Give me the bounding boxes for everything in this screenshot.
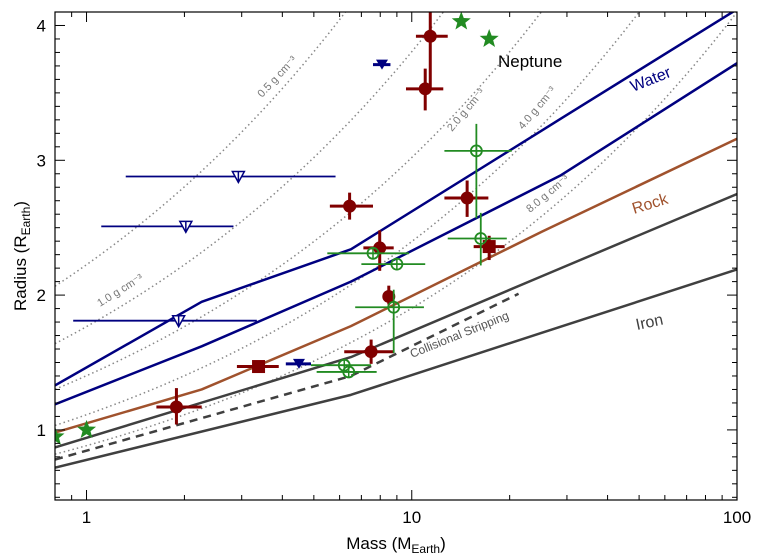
data-point-circle-open <box>361 257 426 271</box>
data-point-triangle-down-filled <box>285 358 311 369</box>
data-points <box>55 12 512 445</box>
y-tick-label: 4 <box>37 16 46 35</box>
marker-circle <box>382 289 396 303</box>
x-tick-label: 100 <box>723 508 751 527</box>
data-point-circle-open <box>447 212 507 266</box>
data-point-star <box>451 12 471 30</box>
marker-circle <box>169 400 183 414</box>
axes: 1 10 100 1 2 3 4 <box>37 12 751 527</box>
data-point-circle-open <box>310 358 372 372</box>
y-tick-label: 1 <box>37 421 46 440</box>
marker-circle <box>364 345 378 359</box>
neptune-label: Neptune <box>498 52 562 71</box>
marker-circle <box>373 241 387 255</box>
marker-square <box>482 240 496 254</box>
water-label: Water <box>628 64 674 96</box>
data-point-star <box>55 426 65 445</box>
data-point-star <box>479 28 499 48</box>
marker-circle <box>460 191 474 205</box>
marker-triangle <box>375 59 388 70</box>
x-axis-label: Mass (MEarth) <box>346 534 446 556</box>
data-point-circle <box>344 339 394 364</box>
curve-water-lower <box>55 62 737 406</box>
data-point-triangle-down-open <box>125 170 336 185</box>
marker-star <box>77 419 97 438</box>
curve-iron-upper <box>55 192 737 449</box>
density-label: 0.5 g cm⁻³ <box>255 54 299 100</box>
curve-water-upper <box>55 12 736 387</box>
data-point-circle-open <box>355 289 424 354</box>
marker-circle <box>423 29 437 43</box>
density-label: 2.0 g cm⁻³ <box>445 86 488 134</box>
density-label: 1.0 g cm⁻³ <box>95 272 145 310</box>
curve-rock <box>55 137 737 434</box>
marker-star <box>55 426 65 445</box>
data-point-circle <box>444 180 489 217</box>
collisional-stripping-label: Collisional Stripping <box>408 308 511 360</box>
rock-label: Rock <box>630 191 671 218</box>
x-tick-label: 10 <box>402 508 421 527</box>
iron-label: Iron <box>634 312 665 334</box>
data-point-star <box>77 419 97 438</box>
density-line-1 <box>55 12 445 345</box>
data-point-circle <box>405 68 444 111</box>
data-point-triangle-down-filled <box>372 59 391 70</box>
data-point-triangle-down-open <box>73 314 257 329</box>
marker-square <box>252 360 266 374</box>
y-tick-label: 3 <box>37 151 46 170</box>
data-point-circle-open <box>316 365 377 379</box>
data-point-square <box>473 235 505 261</box>
plot-frame <box>54 11 738 501</box>
density-line-2 <box>55 12 543 390</box>
data-point-triangle-down-open <box>101 220 234 234</box>
data-point-circle <box>156 388 202 425</box>
density-label: 8.0 g cm⁻³ <box>524 173 572 216</box>
x-tick-label: 1 <box>82 508 91 527</box>
marker-circle <box>343 199 357 213</box>
data-point-circle <box>382 285 396 305</box>
data-point-circle <box>329 192 373 220</box>
marker-triangle <box>292 358 305 369</box>
data-point-circle <box>415 12 448 91</box>
marker-circle <box>418 82 432 96</box>
marker-star <box>451 12 471 30</box>
data-point-circle-open <box>444 123 512 219</box>
y-tick-label: 2 <box>37 286 46 305</box>
curve-iron-lower <box>55 268 737 469</box>
marker-star <box>479 28 499 48</box>
data-point-square <box>236 360 279 374</box>
density-line-0.5 <box>55 12 347 287</box>
curve-collisional-stripping <box>55 292 520 461</box>
data-point-circle-open <box>327 246 409 260</box>
density-labels: 0.5 g cm⁻³1.0 g cm⁻³2.0 g cm⁻³ 4.0 g cm⁻³… <box>95 54 572 310</box>
composition-curves <box>55 12 737 469</box>
y-axis-label: Radius (REarth) <box>11 201 33 311</box>
